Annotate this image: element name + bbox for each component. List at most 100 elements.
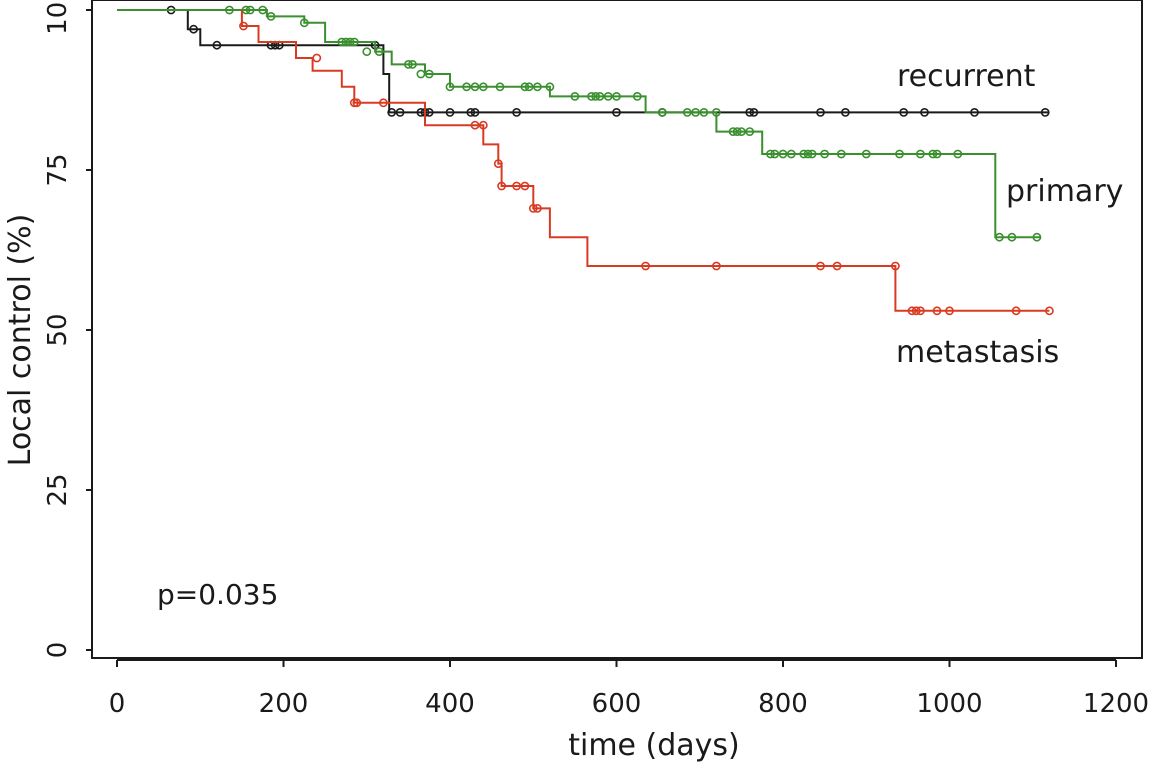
y-axis-title: Local control (%) [3,214,38,467]
censor-mark-recurrent-20 [816,108,825,117]
censor-mark-primary-37 [728,127,738,136]
censor-mark-primary-53 [928,149,938,159]
censor-mark-primary-21 [520,82,530,92]
censor-mark-metastasis-23 [1011,306,1021,316]
censor-mark-primary-45 [799,149,809,159]
censor-mark-primary-14 [416,69,426,79]
x-tick-label-800: 800 [758,689,808,719]
censor-mark-primary-25 [570,92,580,101]
censor-mark-primary-46 [803,149,813,159]
censor-mark-primary-48 [820,149,829,159]
censor-mark-primary-36 [712,108,721,117]
censor-mark-primary-43 [778,149,788,159]
x-axis-title: time (days) [568,728,740,763]
censor-mark-metastasis-6 [478,120,488,130]
censor-mark-metastasis-5 [470,120,480,130]
censor-mark-primary-34 [691,108,700,117]
censor-mark-metastasis-7 [493,159,503,168]
censor-mark-primary-49 [836,149,846,159]
censor-mark-primary-13 [408,60,417,69]
series-label-recurrent: recurrent [897,59,1036,94]
censor-mark-primary-9 [349,37,359,47]
x-axis: 0 200 400 600 800 1000 1200 [109,659,1149,719]
censor-mark-recurrent-8 [395,108,405,117]
censor-mark-primary-6 [337,37,347,47]
censor-mark-recurrent-16 [612,108,621,117]
series-metastasis [239,10,1054,316]
censor-mark-metastasis-16 [832,261,842,271]
censor-mark-recurrent-1 [189,24,198,34]
censor-mark-primary-16 [445,82,455,92]
x-tick-label-1000: 1000 [916,689,982,719]
series-layer [117,5,1054,316]
censor-mark-metastasis-4 [378,98,388,108]
censor-mark-recurrent-22 [899,108,909,117]
censor-mark-recurrent-14 [470,108,480,117]
censor-mark-metastasis-18 [907,306,917,316]
series-line-primary [117,9,1042,239]
censor-mark-metastasis-15 [816,261,825,271]
censor-mark-recurrent-19 [749,108,759,117]
y-tick-label-100: 100 [43,0,73,35]
censor-mark-metastasis-19 [911,306,921,316]
censor-mark-primary-58 [1032,232,1042,242]
censor-mark-primary-31 [632,92,642,101]
plot-frame [91,0,1143,659]
censor-mark-primary-10 [362,47,372,56]
censor-mark-primary-22 [524,82,534,92]
censor-mark-metastasis-13 [641,261,650,271]
censor-mark-recurrent-2 [212,40,222,50]
censor-mark-recurrent-13 [466,108,476,117]
x-tick-label-0: 0 [109,689,126,719]
censor-mark-primary-3 [258,5,268,15]
censor-mark-primary-17 [462,82,471,92]
series-line-recurrent [117,9,1050,114]
censor-mark-primary-38 [732,127,742,136]
censor-mark-primary-39 [737,127,746,136]
censor-mark-metastasis-20 [916,306,925,316]
censor-mark-primary-57 [1007,232,1017,242]
x-tick-label-1200: 1200 [1083,689,1149,719]
censor-mark-primary-26 [587,92,596,101]
censor-mark-metastasis-22 [945,306,954,316]
censor-mark-metastasis-8 [497,181,506,191]
censor-mark-primary-15 [424,69,434,79]
censor-mark-primary-24 [545,82,555,92]
censor-mark-recurrent-7 [387,108,397,117]
censor-mark-primary-28 [595,92,605,101]
censor-mark-primary-44 [786,149,796,159]
p-value-annotation: p=0.035 [157,578,278,611]
x-tick-label-200: 200 [259,689,309,719]
censor-mark-primary-19 [478,82,488,92]
censor-mark-primary-32 [657,108,667,117]
censor-mark-primary-7 [341,37,351,47]
censor-mark-primary-54 [932,149,942,159]
censor-mark-primary-42 [770,149,780,159]
censor-mark-primary-11 [374,47,384,56]
censor-mark-metastasis-17 [891,261,900,271]
censor-mark-primary-5 [299,18,309,28]
censor-mark-recurrent-23 [920,108,929,117]
series-label-metastasis: metastasis [896,335,1059,370]
y-tick-label-0: 0 [43,642,73,659]
censor-mark-primary-50 [861,149,871,159]
censor-mark-recurrent-24 [970,108,979,117]
censor-mark-primary-2 [245,5,255,15]
censor-mark-primary-29 [603,92,613,101]
censor-mark-primary-52 [916,149,925,159]
censor-mark-recurrent-15 [512,108,521,117]
censor-mark-primary-40 [745,127,755,136]
censor-mark-primary-12 [403,60,413,69]
censor-mark-recurrent-18 [745,108,755,117]
censor-mark-primary-0 [224,5,234,15]
censor-mark-primary-18 [470,82,480,92]
censor-mark-recurrent-12 [445,108,455,117]
censor-mark-recurrent-25 [1040,108,1050,117]
censor-mark-metastasis-9 [512,181,521,191]
censor-mark-recurrent-21 [841,108,850,117]
y-tick-label-25: 25 [43,473,73,506]
series-line-metastasis [240,10,1050,312]
censor-mark-primary-30 [612,92,621,101]
censor-mark-primary-23 [533,82,542,92]
x-tick-label-600: 600 [592,689,642,719]
